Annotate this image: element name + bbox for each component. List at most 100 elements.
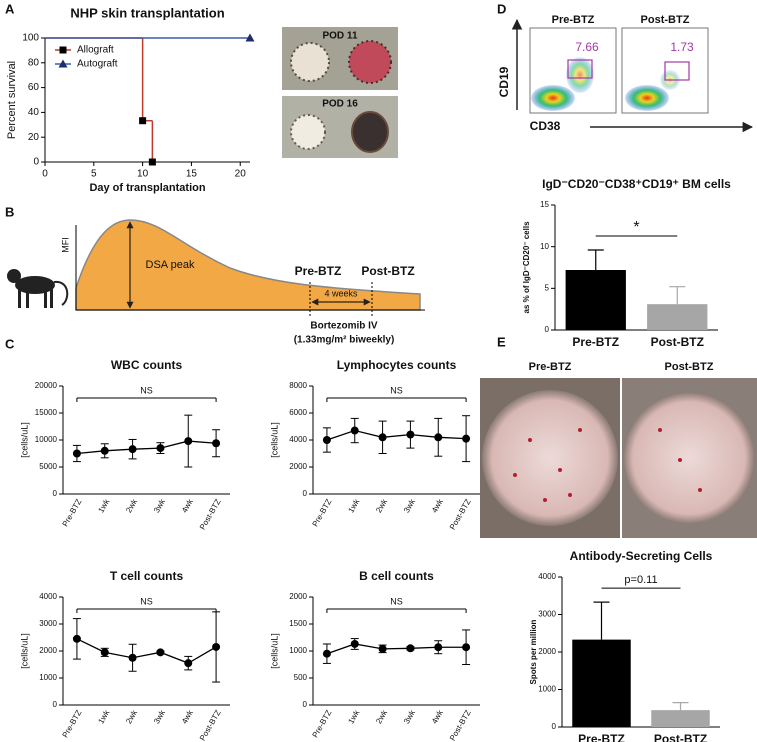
- y-axis-label: Percent survival: [6, 61, 18, 139]
- diagram-label: 4 weeks: [324, 288, 358, 298]
- y-tick-label: 0: [552, 722, 557, 731]
- y-tick-label: 500: [294, 673, 308, 682]
- y-tick-label: 4000: [39, 592, 57, 601]
- gate: [664, 61, 690, 81]
- point: [184, 659, 193, 668]
- line: [326, 429, 467, 441]
- x-tick-label: Pre-BTZ: [61, 708, 84, 739]
- axis-label: MFI: [60, 237, 70, 253]
- y-axis-label: Spots per million: [529, 619, 538, 684]
- x-tick-label: 1wk: [346, 708, 361, 726]
- x-tick-label: 3wk: [152, 708, 167, 726]
- x-tick-label: 2wk: [124, 497, 139, 515]
- point: [72, 634, 81, 643]
- plot-title: Pre-BTZ: [552, 14, 595, 26]
- point: [322, 436, 331, 444]
- y-tick-label: 0: [53, 700, 58, 709]
- photo: POD 11: [282, 27, 398, 90]
- y-tick-label: 1500: [289, 619, 307, 628]
- point: [462, 643, 471, 652]
- point: [156, 648, 165, 657]
- x-tick-label: Pre-BTZ: [311, 708, 334, 739]
- panel-label: E: [497, 334, 506, 349]
- legend-label: Autograft: [77, 59, 118, 70]
- x-tick-label: 4wk: [180, 497, 195, 515]
- line: [76, 638, 217, 664]
- x-tick-label: Pre-BTZ: [61, 497, 84, 528]
- point: [184, 437, 193, 446]
- point: [378, 433, 387, 442]
- legend-label: Allograft: [77, 45, 114, 56]
- y-tick-label: 4000: [538, 572, 556, 581]
- y-tick-label: 4000: [289, 435, 307, 444]
- x-tick-label: 4wk: [180, 708, 195, 726]
- point: [212, 642, 221, 651]
- marker: [148, 158, 156, 166]
- photo-label: Pre-BTZ: [529, 361, 572, 373]
- panel-label: B: [5, 204, 14, 219]
- y-tick-label: 6000: [289, 408, 307, 417]
- point: [100, 446, 109, 455]
- chart-title: Lymphocytes counts: [337, 358, 457, 372]
- bar: [651, 710, 710, 727]
- y-tick-label: 10: [540, 242, 549, 251]
- x-tick-label: Post-BTZ: [651, 335, 704, 349]
- y-tick-label: 0: [53, 489, 58, 498]
- x-tick-label: 1wk: [96, 497, 111, 515]
- photo: Post-BTZ: [622, 361, 757, 538]
- x-tick-label: Pre-BTZ: [578, 732, 625, 742]
- x-tick-label: Pre-BTZ: [572, 335, 619, 349]
- point: [406, 430, 415, 439]
- legend-marker: [59, 46, 67, 54]
- monkey-icon: [7, 269, 69, 308]
- point: [378, 644, 387, 653]
- x-tick-label: 2wk: [374, 708, 389, 726]
- point: [128, 445, 137, 454]
- point: [212, 439, 221, 448]
- annotation: NS: [390, 596, 403, 606]
- point: [434, 433, 443, 442]
- x-tick-label: Post-BTZ: [654, 732, 707, 742]
- chart-title: B cell counts: [359, 569, 434, 583]
- panel-label: D: [497, 1, 506, 16]
- x-axis-label: Day of transplantation: [89, 182, 205, 194]
- axis-label: CD38: [530, 119, 561, 133]
- diagram-label: Post-BTZ: [361, 264, 414, 278]
- x-tick-label: 3wk: [402, 497, 417, 515]
- annotation: NS: [140, 385, 153, 395]
- y-tick-label: 20000: [35, 381, 58, 390]
- x-tick-label: 3wk: [402, 708, 417, 726]
- y-tick-label: 60: [28, 82, 40, 93]
- x-tick-label: 3wk: [152, 497, 167, 515]
- y-tick-label: 5: [545, 283, 550, 292]
- y-tick-label: 5000: [39, 462, 57, 471]
- photo: POD 16: [282, 96, 398, 158]
- panel-label: A: [5, 1, 15, 16]
- diagram-label: DSA peak: [146, 259, 195, 271]
- chart-title: WBC counts: [111, 358, 183, 372]
- bar: [572, 639, 631, 727]
- x-tick-label: 2wk: [124, 708, 139, 726]
- axis-label: CD19: [497, 66, 511, 97]
- gate-value: 1.73: [670, 40, 694, 54]
- x-tick-label: 1wk: [346, 497, 361, 515]
- y-tick-label: 1000: [538, 685, 556, 694]
- chart-title: T cell counts: [110, 569, 184, 583]
- plot-title: Post-BTZ: [641, 14, 690, 26]
- bar: [565, 270, 626, 330]
- gate: [567, 59, 593, 79]
- y-tick-label: 2000: [39, 646, 57, 655]
- y-tick-label: 0: [545, 325, 550, 334]
- y-tick-label: 2000: [289, 592, 307, 601]
- photo-label: POD 11: [322, 31, 357, 42]
- y-axis-label: [cells/uL]: [19, 633, 29, 669]
- y-tick-label: 80: [28, 57, 40, 68]
- y-axis-label: [cells/uL]: [19, 422, 29, 458]
- annotation: *: [633, 219, 639, 236]
- marker: [139, 117, 147, 125]
- panel-label: C: [5, 336, 15, 351]
- point: [322, 649, 331, 658]
- y-axis-label: [cells/uL]: [269, 422, 279, 458]
